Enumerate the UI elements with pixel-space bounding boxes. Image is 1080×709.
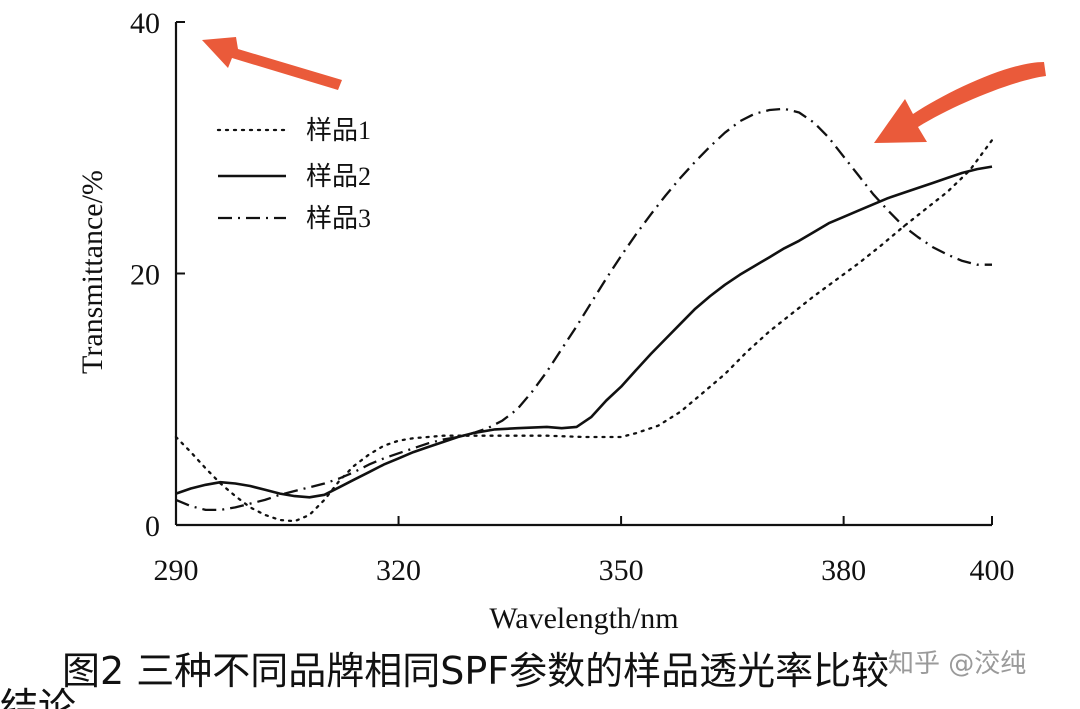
y-axis-title: Transmittance/% bbox=[76, 170, 109, 374]
figure-caption: 图2 三种不同品牌相同SPF参数的样品透光率比较 bbox=[62, 649, 889, 693]
axis-tick-labels: 290 320 350 380 400 0 20 40 bbox=[130, 7, 1015, 587]
y-tick-label-40: 40 bbox=[130, 7, 160, 40]
axis-ticks bbox=[175, 21, 993, 526]
x-tick-label-350: 350 bbox=[599, 554, 644, 587]
x-axis-title: Wavelength/nm bbox=[489, 602, 678, 635]
x-tick-label-320: 320 bbox=[376, 554, 421, 587]
y-tick-label-20: 20 bbox=[130, 259, 160, 292]
legend: 样品1 样品2 样品3 bbox=[216, 116, 371, 233]
legend-label-2: 样品2 bbox=[306, 162, 371, 191]
series-line-1 bbox=[174, 139, 994, 523]
legend-label-3: 样品3 bbox=[306, 204, 371, 233]
axes bbox=[174, 22, 992, 527]
top-left-arrow bbox=[202, 37, 342, 90]
x-tick-label-380: 380 bbox=[821, 554, 866, 587]
right-curve-arrow bbox=[874, 62, 1046, 143]
series-line-3 bbox=[175, 107, 992, 512]
caption-continuation: 结论 bbox=[0, 685, 76, 709]
y-tick-label-0: 0 bbox=[145, 510, 160, 543]
x-tick-label-290: 290 bbox=[154, 554, 199, 587]
x-tick-label-400: 400 bbox=[970, 554, 1015, 587]
series-layer bbox=[174, 107, 994, 523]
watermark: 知乎 @洨纯 bbox=[888, 649, 1026, 679]
series-line-2 bbox=[175, 165, 993, 499]
legend-label-1: 样品1 bbox=[306, 116, 371, 145]
